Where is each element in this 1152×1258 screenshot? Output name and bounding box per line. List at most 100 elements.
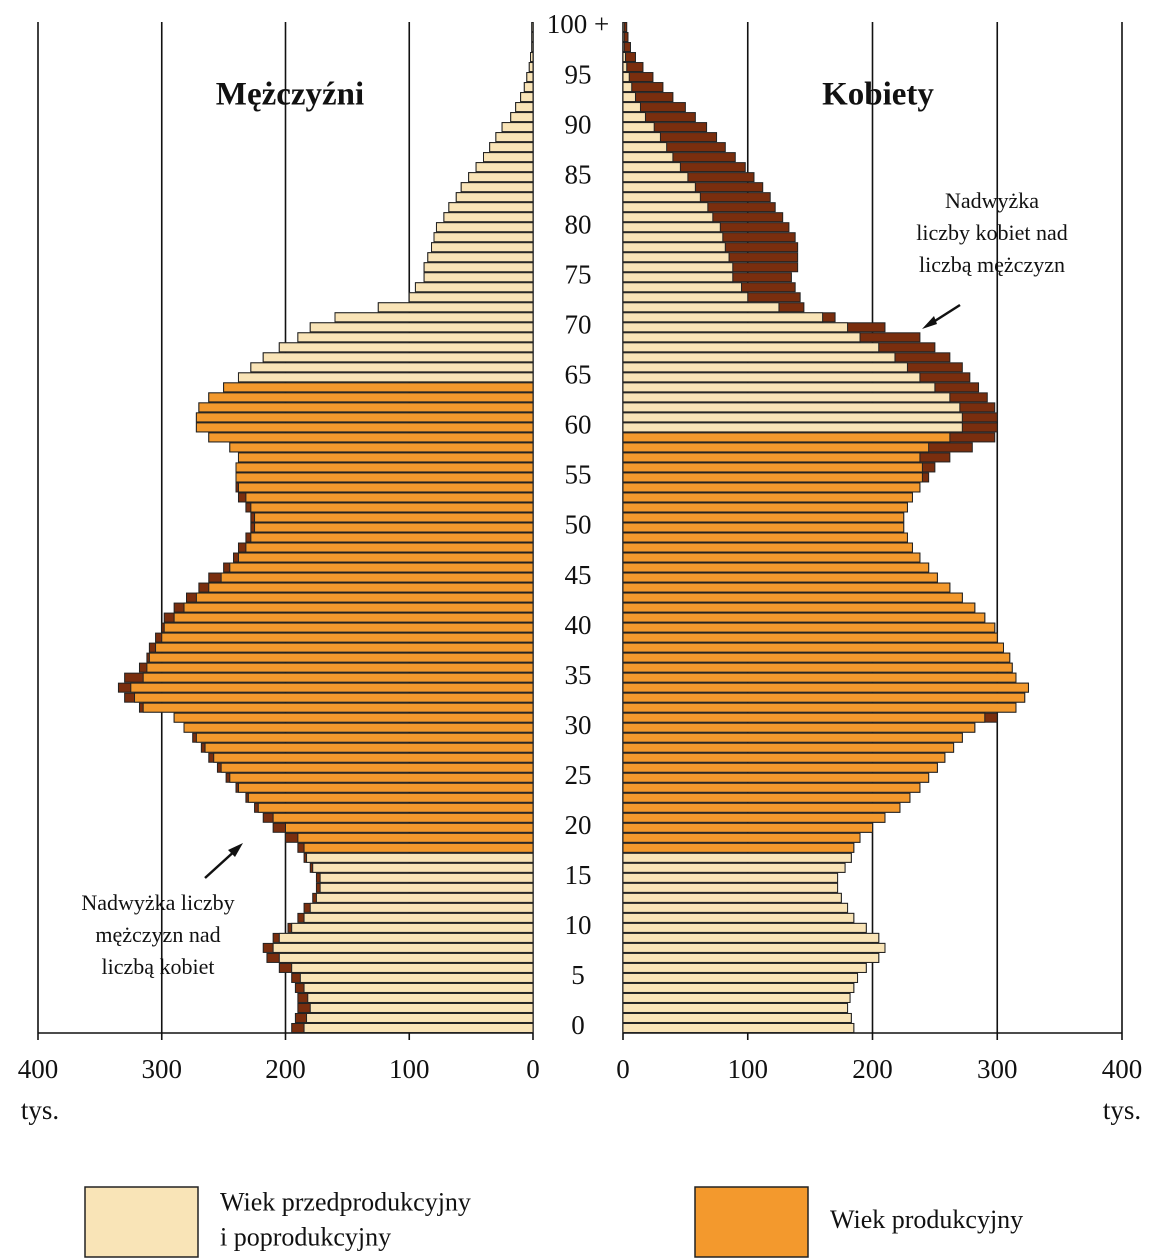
bar xyxy=(526,72,534,83)
bar xyxy=(163,622,534,633)
bar xyxy=(254,522,534,533)
bar xyxy=(622,112,646,123)
bar xyxy=(195,732,534,743)
bar xyxy=(483,152,534,163)
bar xyxy=(622,222,721,233)
age-label: 15 xyxy=(565,860,592,890)
bar xyxy=(622,322,849,333)
bar xyxy=(622,132,661,143)
bar xyxy=(148,652,534,663)
bar xyxy=(250,532,534,543)
bar xyxy=(250,362,534,373)
bar xyxy=(622,922,867,933)
bar xyxy=(622,532,908,543)
bar xyxy=(622,392,951,403)
bar xyxy=(622,872,839,883)
age-label: 30 xyxy=(565,710,592,740)
bar xyxy=(622,562,930,573)
bar xyxy=(134,692,534,703)
legend-label: i poprodukcyjny xyxy=(220,1222,391,1251)
bar xyxy=(622,682,1029,693)
bar xyxy=(309,322,534,333)
legend-swatch xyxy=(84,1186,199,1258)
bar xyxy=(622,742,955,753)
arrow-head xyxy=(922,316,937,329)
age-label: 85 xyxy=(565,159,592,189)
bar xyxy=(229,562,534,573)
bar xyxy=(278,932,534,943)
bar xyxy=(622,142,668,153)
bar xyxy=(142,702,534,713)
bar xyxy=(208,582,534,593)
bar xyxy=(229,772,534,783)
age-label: 55 xyxy=(565,460,592,490)
bar xyxy=(622,172,689,183)
bar xyxy=(309,1002,534,1013)
bar xyxy=(262,352,534,363)
bar xyxy=(334,312,534,323)
x-tick-label: 100 xyxy=(728,1054,769,1084)
bar xyxy=(306,852,534,863)
bar xyxy=(622,72,630,83)
bar xyxy=(622,692,1026,703)
bar xyxy=(622,582,951,593)
bar xyxy=(161,632,534,643)
x-tick-label: 400 xyxy=(1102,1054,1143,1084)
bar xyxy=(622,662,1013,673)
bar xyxy=(622,422,963,433)
bar xyxy=(622,272,734,283)
bar xyxy=(622,1012,852,1023)
bar xyxy=(622,942,886,953)
bar xyxy=(220,572,534,583)
bar xyxy=(460,182,534,193)
bar xyxy=(245,492,534,503)
bar xyxy=(510,112,534,123)
bar xyxy=(622,652,1011,663)
bar xyxy=(622,912,855,923)
age-label: 80 xyxy=(565,209,592,239)
age-label: 35 xyxy=(565,660,592,690)
bar xyxy=(622,92,636,103)
bar xyxy=(622,862,846,873)
bar xyxy=(622,732,963,743)
bar xyxy=(622,832,861,843)
bar xyxy=(155,642,534,653)
bar xyxy=(229,442,534,453)
bar xyxy=(303,912,534,923)
bar xyxy=(173,612,534,623)
bar xyxy=(247,792,534,803)
annotation: Nadwyżka xyxy=(945,188,1039,213)
bar xyxy=(423,272,534,283)
age-label: 45 xyxy=(565,560,592,590)
age-label: 10 xyxy=(565,910,592,940)
bar xyxy=(306,1012,534,1023)
bar xyxy=(622,62,628,73)
bar xyxy=(622,632,998,643)
legend-label: Wiek przedprodukcyjny xyxy=(220,1187,471,1216)
age-label: 40 xyxy=(565,610,592,640)
bar xyxy=(622,982,855,993)
bar xyxy=(198,402,534,413)
bar xyxy=(423,262,534,273)
bar xyxy=(622,622,996,633)
age-label: 0 xyxy=(571,1010,585,1040)
bar xyxy=(142,672,534,683)
bar xyxy=(622,492,913,503)
bar xyxy=(297,832,534,843)
age-label: 50 xyxy=(565,510,592,540)
bar xyxy=(622,952,880,963)
bar xyxy=(303,1022,534,1034)
bar xyxy=(309,902,534,913)
bar xyxy=(208,432,534,443)
bar xyxy=(622,822,873,833)
bar xyxy=(622,162,681,173)
bar xyxy=(622,1002,849,1013)
bar xyxy=(291,922,534,933)
bar xyxy=(515,102,534,113)
bar xyxy=(622,262,734,273)
bar xyxy=(408,292,534,303)
bar xyxy=(622,232,724,243)
bar xyxy=(622,462,923,473)
bar xyxy=(622,352,896,363)
bar xyxy=(530,52,534,63)
